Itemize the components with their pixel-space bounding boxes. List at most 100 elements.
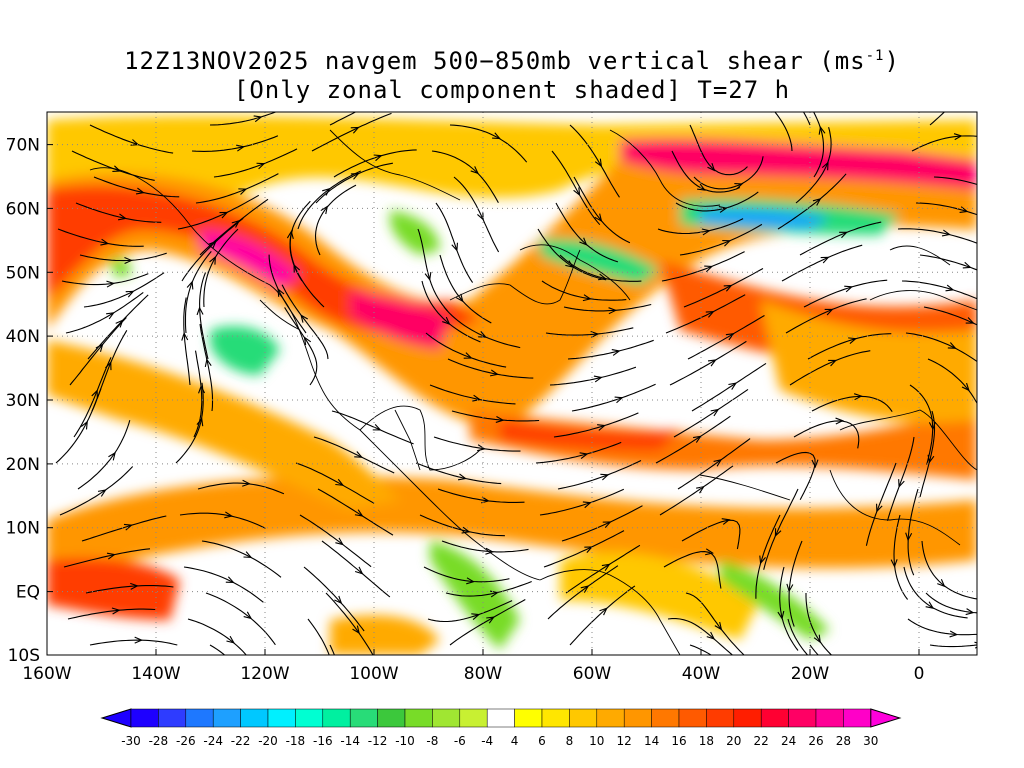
streamline-arrow <box>582 501 592 509</box>
streamline <box>73 357 112 438</box>
streamline <box>299 514 372 568</box>
colorbar-box <box>843 708 872 728</box>
streamline-arrow <box>821 161 829 171</box>
streamline <box>909 384 934 465</box>
streamline-arrow <box>812 197 822 206</box>
streamline <box>181 217 244 282</box>
streamline-arrow <box>354 566 364 575</box>
streamline-arrow <box>565 260 574 268</box>
streamline <box>775 451 816 501</box>
streamline-arrow <box>728 382 738 390</box>
streamline-arrow <box>706 631 716 640</box>
streamline-arrow <box>962 261 972 269</box>
streamline <box>543 530 625 568</box>
streamline <box>569 124 620 198</box>
streamline <box>329 112 357 126</box>
streamline-arrow <box>693 435 702 443</box>
streamline <box>284 307 318 386</box>
streamline-arrow <box>219 211 229 219</box>
streamline <box>77 420 131 490</box>
streamline-arrow <box>277 287 285 297</box>
streamline-arrow <box>335 478 345 486</box>
colorbar-box <box>432 708 461 728</box>
streamline-arrow <box>580 585 590 593</box>
streamline <box>565 544 641 594</box>
streamline <box>313 436 395 474</box>
streamline-arrow <box>584 546 594 553</box>
streamline <box>559 254 642 282</box>
streamline-arrow <box>238 188 248 195</box>
streamline <box>691 362 767 412</box>
streamline <box>911 135 977 152</box>
streamline <box>929 112 946 126</box>
colorbar-label: -6 <box>454 734 466 748</box>
streamline <box>191 135 279 152</box>
streamline <box>443 306 521 349</box>
streamline <box>897 228 977 244</box>
streamline <box>689 124 748 176</box>
streamline-arrow <box>890 559 898 568</box>
streamline <box>929 644 977 648</box>
streamline <box>693 156 764 190</box>
colorbar-label: 28 <box>836 734 851 748</box>
streamline-arrow <box>196 417 204 427</box>
streamline-arrow <box>100 238 110 246</box>
colorbar-box <box>815 708 844 728</box>
streamline-arrow <box>124 257 133 265</box>
streamline-arrow <box>117 213 127 221</box>
streamline <box>919 410 936 498</box>
streamline-arrow <box>256 162 266 170</box>
streamline-arrow <box>949 630 959 638</box>
colorbar-label: -12 <box>368 734 388 748</box>
streamline-arrow <box>352 625 360 635</box>
streamline <box>195 173 279 204</box>
streamline-arrow <box>705 310 715 318</box>
streamline-arrow <box>941 229 951 237</box>
streamline <box>203 228 239 308</box>
streamline-arrow <box>354 509 364 517</box>
streamline <box>927 358 977 405</box>
streamline <box>807 333 892 360</box>
x-tick-label: 140W <box>131 664 180 684</box>
streamline <box>61 273 149 286</box>
streamline <box>453 176 500 253</box>
streamline-arrow <box>471 613 481 620</box>
streamline-arrow <box>112 165 122 172</box>
streamline-arrow <box>721 518 731 525</box>
streamline <box>427 600 513 623</box>
streamline <box>779 566 799 651</box>
streamline <box>799 221 882 256</box>
streamline-arrow <box>461 526 471 534</box>
streamline <box>793 420 860 449</box>
streamline <box>445 580 532 597</box>
streamline-arrow <box>350 126 360 134</box>
streamline <box>57 228 144 247</box>
streamline <box>655 415 731 464</box>
x-tick-label: 100W <box>349 664 398 684</box>
streamline-arrow <box>844 285 854 293</box>
colorbar-label: 8 <box>566 734 574 748</box>
streamline-arrow <box>600 473 610 481</box>
x-tick-label: 0 <box>914 664 925 684</box>
colorbar-label: -26 <box>176 734 196 748</box>
colorbar-box <box>486 708 515 728</box>
streamline <box>781 244 863 282</box>
streamline-arrow <box>80 420 88 430</box>
streamline <box>673 388 749 438</box>
streamline-arrow <box>485 547 495 555</box>
streamline-arrow <box>97 489 107 497</box>
streamline <box>177 194 260 230</box>
streamline-arrow <box>710 408 720 417</box>
streamline <box>549 366 637 386</box>
streamline <box>307 618 330 655</box>
streamline <box>437 488 525 503</box>
streamline-arrow <box>599 607 608 616</box>
streamline <box>423 566 510 583</box>
streamline <box>535 441 622 464</box>
streamline <box>893 514 909 600</box>
streamline-arrow <box>186 280 194 290</box>
colorbar-box <box>377 708 406 728</box>
colorbar-box <box>569 708 598 728</box>
streamline-arrow <box>372 424 382 431</box>
streamline <box>553 412 639 438</box>
